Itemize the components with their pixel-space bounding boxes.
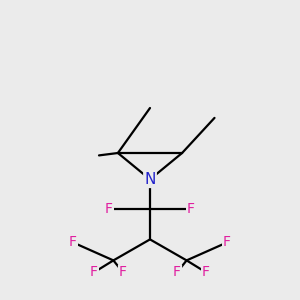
Text: F: F: [119, 266, 127, 279]
Text: F: F: [202, 266, 210, 279]
Text: F: F: [187, 202, 195, 216]
Text: F: F: [69, 236, 77, 249]
Text: F: F: [90, 266, 98, 279]
Text: F: F: [105, 202, 113, 216]
Text: F: F: [173, 266, 181, 279]
Text: F: F: [223, 236, 231, 249]
Text: N: N: [144, 172, 156, 187]
